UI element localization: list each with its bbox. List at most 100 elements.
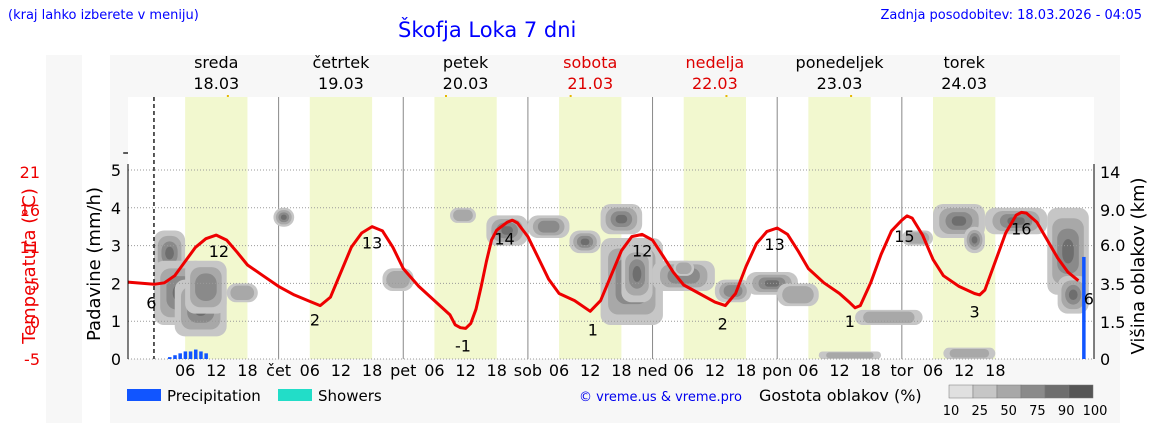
hour-tick: 06: [798, 361, 818, 380]
precipitation-bar: [1082, 256, 1086, 359]
hour-tick: 12: [331, 361, 351, 380]
temp-tick: 11: [20, 238, 40, 257]
day-date-3: 21.03: [567, 74, 613, 93]
precipitation-bar: [183, 351, 188, 359]
hour-tick: 18: [362, 361, 382, 380]
precipitation-bar: [168, 357, 172, 359]
precipitation-bar: [194, 349, 198, 359]
cloud-height-tick: 1.5: [1100, 313, 1125, 332]
temp-label-14: 6: [1084, 290, 1094, 309]
cloud-cover-blob: [580, 238, 590, 245]
cloud-height-tick: 3.5: [1100, 275, 1125, 294]
day-abbrev-4: ned: [637, 361, 667, 380]
temp-label-1: 12: [209, 242, 229, 261]
day-name-0: sreda: [194, 53, 238, 72]
hour-tick: 18: [611, 361, 631, 380]
day-date-5: 23.03: [817, 74, 863, 93]
precip-tick: 5: [111, 161, 121, 180]
temp-label-2: 2: [310, 310, 320, 329]
precipitation-bar: [199, 351, 203, 359]
precipitation-bar: [204, 353, 208, 359]
hour-tick: 12: [580, 361, 600, 380]
legend-label-1: Showers: [318, 387, 382, 405]
density-swatch-0: [948, 384, 974, 399]
precipitation-bar: [178, 353, 182, 359]
density-scale-0: 10: [943, 404, 960, 419]
temp-label-8: 2: [718, 315, 728, 334]
day-date-2: 20.03: [443, 74, 489, 93]
cloud-cover-blob: [280, 214, 287, 220]
cloud-cover-blob: [453, 209, 473, 222]
last-update: Zadnja posodobitev: 18.03.2026 - 04:05: [880, 8, 1142, 23]
day-name-6: torek: [943, 53, 985, 72]
temp-tick: 21: [20, 163, 40, 182]
location-menu-hint[interactable]: (kraj lahko izberete v meniju): [8, 8, 199, 23]
hour-tick: 12: [829, 361, 849, 380]
day-name-3: sobota: [563, 53, 617, 72]
day-date-4: 22.03: [692, 74, 738, 93]
density-scale-2: 50: [1000, 404, 1017, 419]
hour-tick: 06: [674, 361, 694, 380]
temp-label-9: 13: [764, 235, 784, 254]
cloud-cover-blob: [675, 262, 692, 275]
precip-tick: 2: [111, 274, 121, 293]
hour-tick: 18: [487, 361, 507, 380]
hour-tick: 12: [455, 361, 475, 380]
page-title: Škofja Loka 7 dni: [398, 18, 577, 42]
temp-label-6: 1: [588, 320, 598, 339]
density-swatch-2: [996, 384, 1022, 399]
cloud-cover-blob: [195, 273, 217, 301]
legend-label-0: Precipitation: [167, 387, 261, 405]
cloud-height-tick: 14: [1100, 163, 1120, 182]
hour-tick: 18: [237, 361, 257, 380]
day-abbrev-5: pon: [762, 361, 792, 380]
density-swatch-3: [1020, 384, 1046, 399]
temp-label-11: 15: [894, 227, 914, 246]
cloud-cover-blob: [949, 349, 990, 358]
cloud-cover-blob: [165, 246, 174, 260]
cloud-height-axis-label: Višina oblakov (km): [1128, 177, 1149, 354]
day-date-6: 24.03: [941, 74, 987, 93]
precipitation-bar: [173, 355, 177, 359]
hour-tick: 12: [206, 361, 226, 380]
cloud-height-tick: 6.0: [1100, 236, 1125, 255]
cloud-cover-blob: [615, 214, 628, 224]
hour-tick: 06: [300, 361, 320, 380]
temp-label-12: 3: [969, 303, 979, 322]
daylight-band: [309, 97, 373, 359]
cloud-density-label: Gostota oblakov (%): [759, 386, 922, 405]
density-swatch-4: [1044, 384, 1070, 399]
hour-tick: 06: [175, 361, 195, 380]
temp-label-3: 13: [362, 234, 382, 253]
hour-tick: 18: [860, 361, 880, 380]
density-scale-5: 100: [1083, 404, 1108, 419]
day-abbrev-6: tor: [891, 361, 914, 380]
cloud-cover-blob: [1062, 239, 1074, 264]
hour-tick: 18: [736, 361, 756, 380]
cloud-cover-blob: [826, 352, 874, 359]
temp-tick: 0: [30, 313, 40, 332]
density-scale-3: 75: [1029, 404, 1046, 419]
density-scale-4: 90: [1058, 404, 1075, 419]
cloud-cover-blob: [1068, 289, 1078, 301]
legend-swatch-0: [127, 389, 161, 401]
temperature-line: [127, 210, 1080, 330]
cloud-cover-blob: [501, 226, 513, 235]
cloud-cover-blob: [971, 236, 978, 244]
cloud-cover-blob: [863, 311, 915, 324]
hour-tick: 06: [923, 361, 943, 380]
hour-tick: 12: [705, 361, 725, 380]
density-swatch-5: [1068, 384, 1094, 399]
day-date-0: 18.03: [193, 74, 239, 93]
temp-label-5: 14: [494, 229, 514, 248]
precip-tick: 3: [111, 237, 121, 256]
temp-label-0: 6: [146, 293, 156, 312]
cloud-height-tick: 9.0: [1100, 201, 1125, 220]
precip-tick: 4: [111, 199, 121, 218]
day-name-4: nedelja: [686, 53, 745, 72]
temp-label-7: 12: [632, 241, 652, 260]
cloud-cover-blob: [537, 220, 560, 233]
cloud-cover-blob: [764, 280, 780, 287]
cloud-cover-blob: [632, 266, 642, 282]
